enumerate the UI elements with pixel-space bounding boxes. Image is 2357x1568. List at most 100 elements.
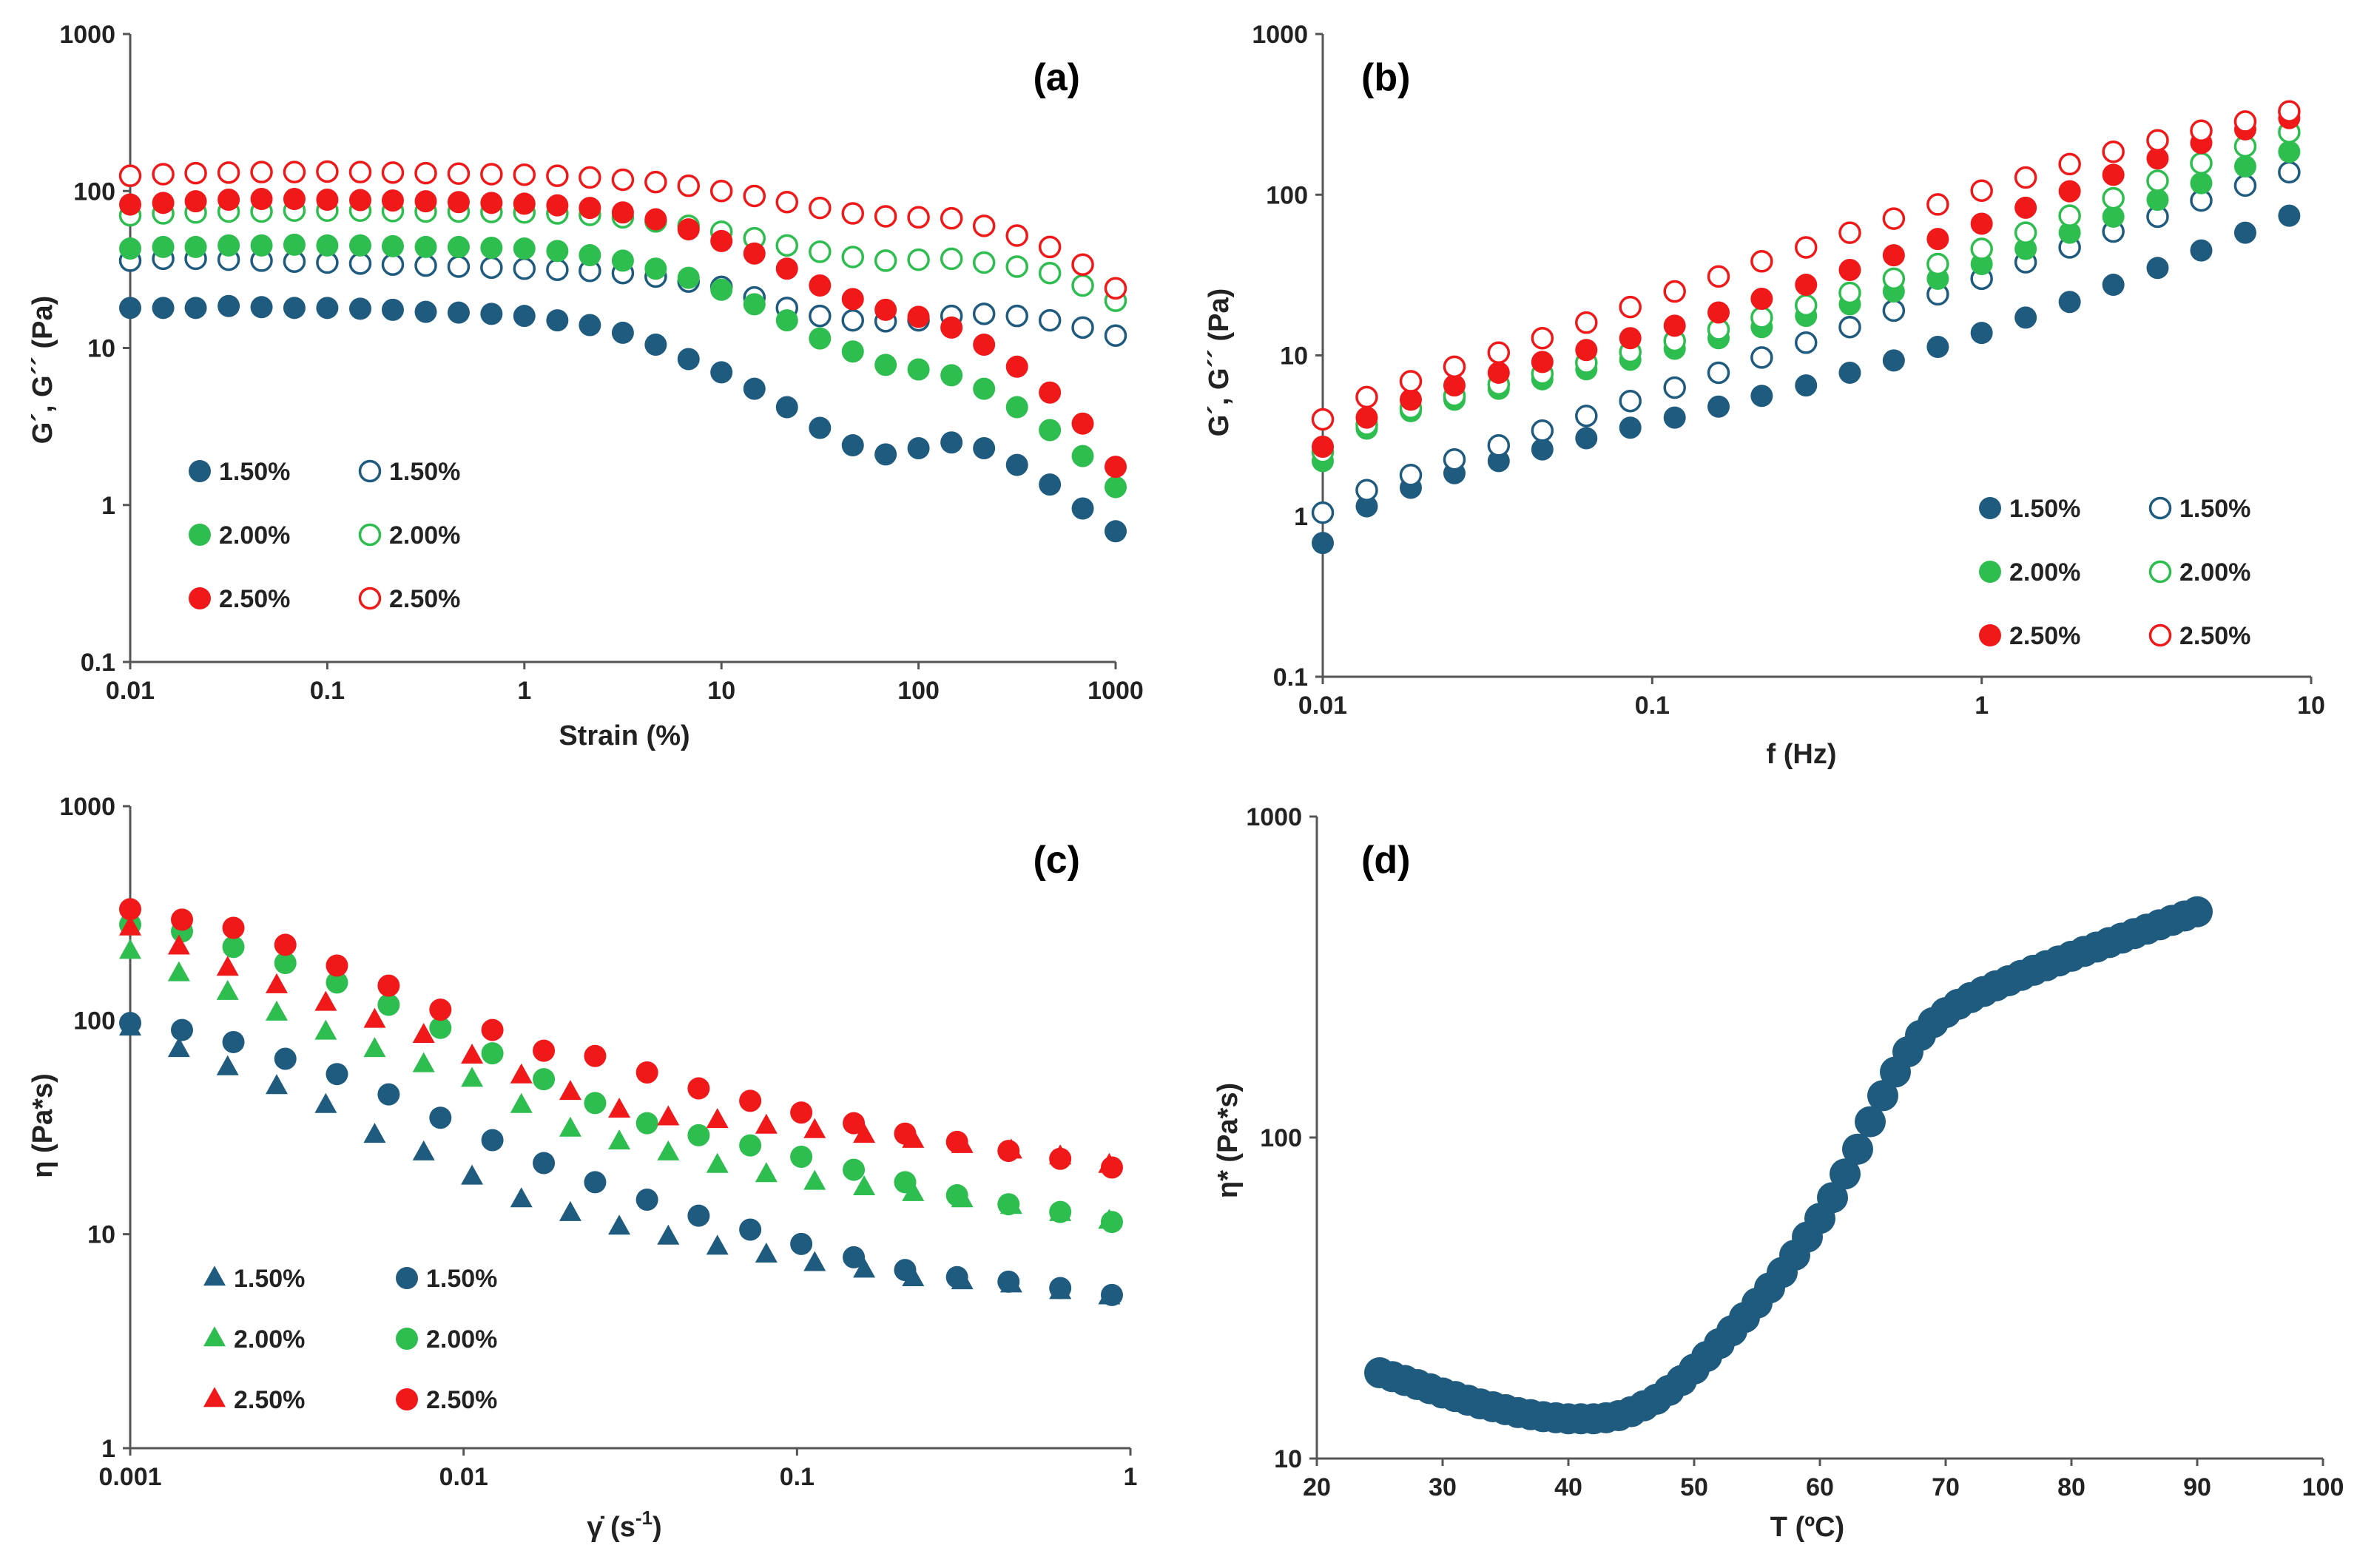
data-point — [709, 180, 733, 203]
data-point — [1443, 447, 1466, 471]
panel-label-d: (d) — [1361, 839, 1410, 882]
x-tick-label: 100 — [897, 677, 940, 705]
data-point — [2146, 189, 2169, 212]
data-point — [1619, 295, 1642, 319]
data-point — [216, 979, 239, 1000]
data-point — [940, 206, 963, 230]
data-point — [1105, 520, 1127, 543]
data-point — [1842, 1133, 1873, 1165]
data-point — [2278, 141, 2301, 163]
data-point — [677, 348, 700, 371]
data-point — [510, 1092, 533, 1113]
data-point — [1663, 280, 1686, 303]
data-point — [216, 1055, 239, 1075]
data-point — [480, 192, 503, 214]
y-tick-label: 10 — [1274, 1445, 1302, 1473]
data-point — [1039, 473, 1062, 496]
data-point — [314, 1092, 337, 1113]
legend-marker — [189, 524, 211, 546]
data-point — [809, 274, 832, 297]
data-point — [743, 377, 766, 400]
x-axis-label-b: f (Hz) — [1767, 739, 1837, 770]
data-point — [907, 436, 930, 459]
data-point — [118, 164, 142, 187]
data-point — [1039, 381, 1062, 404]
data-point — [1071, 316, 1094, 339]
data-point — [940, 364, 963, 387]
data-point — [841, 202, 865, 225]
data-point — [2058, 204, 2081, 227]
data-point — [706, 1234, 729, 1255]
data-point — [2278, 204, 2301, 227]
data-point — [167, 1037, 190, 1058]
data-point — [775, 309, 798, 332]
data-point — [2146, 257, 2169, 280]
data-point — [326, 954, 348, 977]
data-point — [447, 162, 471, 186]
data-point — [265, 1000, 288, 1021]
data-point — [710, 278, 733, 301]
data-point — [710, 229, 733, 252]
data-point — [1311, 501, 1335, 524]
y-axis-label-d: η* (Pa*s) — [1213, 1083, 1244, 1198]
x-axis-label-c-close: ) — [653, 1512, 662, 1543]
data-point — [377, 974, 400, 997]
data-point — [743, 242, 766, 265]
data-point — [1487, 434, 1511, 457]
data-point — [316, 234, 339, 257]
data-point — [348, 297, 371, 320]
data-point — [348, 252, 372, 275]
x-tick-label: 40 — [1554, 1473, 1582, 1501]
data-point — [1970, 237, 1993, 260]
legend-marker — [189, 587, 211, 609]
data-point — [579, 314, 601, 337]
x-tick-label: 1000 — [1088, 677, 1144, 705]
data-point — [973, 436, 996, 459]
data-point — [2102, 186, 2125, 210]
data-point — [657, 1105, 680, 1126]
legend-a: 1.50% 1.50% 2.00% 2.00% 2.50% 2.50% — [189, 458, 460, 613]
data-point — [513, 192, 536, 215]
y-tick-label: 10 — [87, 335, 115, 363]
data-point — [1926, 193, 1949, 216]
data-point — [1071, 412, 1094, 435]
data-point — [1619, 327, 1642, 350]
y-tick-label: 1000 — [1246, 803, 1302, 831]
data-point — [755, 1162, 778, 1183]
y-tick-label: 100 — [1260, 1124, 1302, 1152]
data-point — [775, 396, 798, 419]
data-point — [533, 1152, 556, 1175]
legend-marker — [2148, 624, 2172, 647]
data-point — [1970, 322, 1993, 345]
data-point — [611, 201, 634, 224]
chart-panel-a: G´, G´´ (Pa) Strain (%) (a) 0.01 0.1 1 10 10… — [27, 21, 1144, 751]
y-tick-label: 10 — [87, 1221, 115, 1249]
data-point — [218, 234, 240, 257]
data-point — [2233, 155, 2256, 178]
x-axis-label-a: Strain (%) — [559, 720, 689, 751]
data-point — [1707, 265, 1730, 288]
data-point — [1882, 244, 1905, 267]
data-point — [608, 1214, 631, 1235]
legend-marker — [1979, 561, 2001, 583]
data-point — [414, 161, 437, 185]
legend-label: 1.50% — [426, 1265, 497, 1293]
data-point — [2014, 221, 2037, 244]
data-point — [316, 189, 339, 212]
series-c-3 — [119, 913, 1123, 1234]
axes-a — [129, 34, 1116, 663]
legend-label: 1.50% — [2179, 495, 2250, 523]
data-point — [381, 298, 404, 321]
data-point — [809, 240, 832, 263]
y-tick-label: 100 — [1266, 181, 1308, 209]
data-point — [381, 253, 405, 276]
data-point — [1399, 388, 1422, 411]
data-point — [1619, 389, 1642, 413]
legend-label: 2.50% — [2179, 622, 2250, 650]
x-tick-label: 1 — [1124, 1463, 1138, 1491]
data-point — [1575, 311, 1598, 334]
data-point — [635, 1188, 658, 1211]
data-point — [644, 334, 667, 356]
data-point — [1531, 419, 1554, 442]
